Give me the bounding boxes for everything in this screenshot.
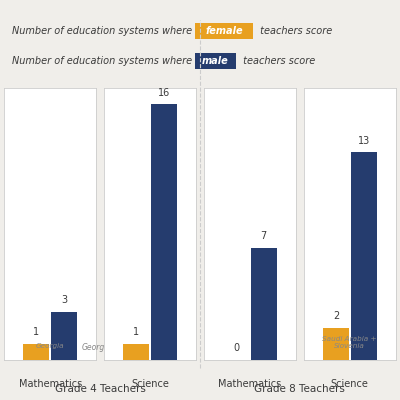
Text: teachers score: teachers score [240,56,315,66]
Text: teachers score: teachers score [257,26,332,36]
Bar [323,328,349,360]
Text: Georgia: Georgia [82,343,112,352]
Bar [251,248,277,360]
Text: 1: 1 [133,327,139,337]
Text: Science: Science [131,379,169,389]
Text: 7: 7 [261,231,267,241]
Bar [351,152,376,360]
Text: Science: Science [331,379,369,389]
Text: Mathematics: Mathematics [218,379,282,389]
Bar [24,344,49,360]
Bar [51,312,77,360]
Text: Georgia: Georgia [36,343,64,349]
Text: female: female [205,26,243,36]
Text: Number of education systems where: Number of education systems where [12,56,195,66]
Text: 3: 3 [61,295,67,305]
Text: Mathematics: Mathematics [19,379,82,389]
Text: 0: 0 [233,343,239,353]
Text: 2: 2 [333,311,339,321]
Text: 13: 13 [358,136,370,146]
Text: 16: 16 [158,88,170,98]
FancyBboxPatch shape [195,23,253,39]
Text: Number of education systems where: Number of education systems where [12,26,195,36]
Text: 1: 1 [33,327,40,337]
Text: Saudi Arabia +
Slovenia: Saudi Arabia + Slovenia [322,336,377,349]
Text: Grade 4 Teachers: Grade 4 Teachers [55,384,146,394]
FancyBboxPatch shape [195,53,236,69]
Text: Grade 8 Teachers: Grade 8 Teachers [254,384,345,394]
Text: male: male [202,56,229,66]
Bar [151,104,177,360]
Bar [123,344,149,360]
